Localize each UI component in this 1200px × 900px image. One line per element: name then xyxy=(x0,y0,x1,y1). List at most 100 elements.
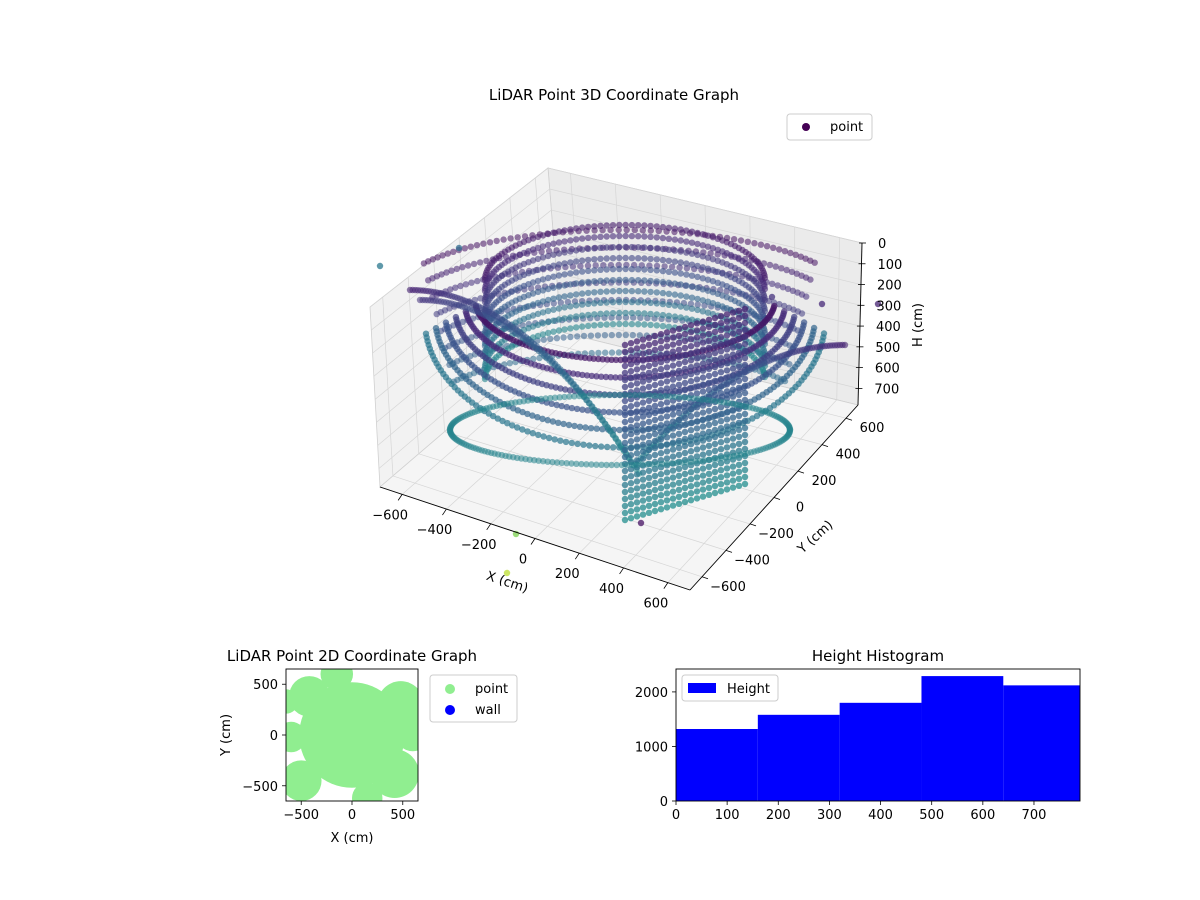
chart-3d-point xyxy=(683,304,690,311)
chart-3d-point xyxy=(757,241,765,248)
chart-3d-point xyxy=(593,373,600,380)
chart-3d-point xyxy=(645,418,653,425)
chart-3d-point xyxy=(529,246,537,253)
chart-3d-point xyxy=(434,254,441,261)
chart-2d-y-tick-label: −500 xyxy=(242,780,278,795)
chart-3d-point xyxy=(645,334,653,341)
chart-3d-point xyxy=(605,408,613,416)
chart-3d-point xyxy=(663,448,671,455)
chart-2d-x-label: X (cm) xyxy=(331,831,374,846)
chart-3d-point xyxy=(699,367,707,374)
chart-3d-point xyxy=(687,350,695,357)
chart-3d-point xyxy=(585,234,592,242)
chart-3d-point xyxy=(717,355,725,362)
chart-3d-point xyxy=(665,224,673,231)
chart-3d-point xyxy=(704,287,712,294)
chart-3d-point xyxy=(631,226,638,234)
chart-3d-point xyxy=(717,488,725,495)
chart-3d-point xyxy=(675,444,683,451)
chart-3d-point xyxy=(659,460,666,468)
chart-3d-point xyxy=(627,417,635,424)
chart-3d-point xyxy=(735,440,743,447)
chart-3d-point xyxy=(729,435,737,442)
chart-2d-point-cluster xyxy=(394,714,418,752)
chart-3d-point xyxy=(591,245,598,252)
chart-3d-point xyxy=(603,244,610,251)
chart-3d-point xyxy=(687,336,695,343)
chart-3d-x-tick xyxy=(442,508,447,516)
chart-3d-point xyxy=(633,461,641,468)
chart-3d-point xyxy=(705,358,713,365)
chart-3d-point xyxy=(671,313,679,320)
chart-3d-point xyxy=(591,392,598,399)
chart-3d-point xyxy=(578,460,585,468)
chart-3d-point xyxy=(729,393,737,400)
chart-3d-point xyxy=(579,257,586,264)
chart-3d-point xyxy=(604,443,611,451)
chart-3d-point xyxy=(694,301,701,308)
chart-3d-z-tick-label: 400 xyxy=(876,320,901,335)
chart-3d-gridline-z-back xyxy=(547,167,863,244)
chart-3d-point xyxy=(529,268,537,275)
chart-3d-point xyxy=(553,459,561,466)
chart-3d-point xyxy=(723,486,731,493)
chart-3d-point xyxy=(587,332,595,339)
chart-3d-point xyxy=(669,467,677,474)
chart-3d-point xyxy=(567,248,574,255)
chart-3d-point xyxy=(669,369,677,376)
chart-3d-point xyxy=(798,310,806,317)
chart-3d-point xyxy=(583,372,591,379)
chart-3d-point xyxy=(704,309,712,316)
chart-3d-point xyxy=(633,352,641,359)
chart-3d-point xyxy=(550,300,557,307)
chart-3d-gridline-z-back xyxy=(549,188,862,265)
chart-histogram-x-tick-label: 200 xyxy=(766,808,791,823)
chart-3d-point xyxy=(443,269,450,276)
chart-3d-point xyxy=(597,266,604,273)
chart-3d-point xyxy=(603,321,610,328)
chart-3d-point xyxy=(622,243,629,251)
chart-3d-point xyxy=(659,300,667,308)
chart-3d-point xyxy=(561,293,568,300)
chart-3d-point xyxy=(669,418,677,425)
chart-3d-point xyxy=(681,442,689,450)
chart-3d-point xyxy=(447,286,454,293)
chart-3d-point xyxy=(709,300,717,307)
chart-3d-point xyxy=(622,331,629,339)
chart-3d-point xyxy=(653,311,660,318)
chart-3d-point xyxy=(681,407,689,415)
chart-3d-point xyxy=(635,266,642,273)
chart-3d-point xyxy=(621,397,629,405)
chart-3d-point xyxy=(653,278,660,285)
chart-3d-point xyxy=(699,388,707,395)
chart-3d-point xyxy=(562,438,570,446)
chart-3d-point xyxy=(645,397,653,404)
chart-3d-point xyxy=(627,480,635,487)
chart-3d-point xyxy=(723,311,731,318)
chart-3d-point xyxy=(647,321,654,329)
chart-3d-point xyxy=(592,262,599,269)
chart-3d-point xyxy=(663,434,671,441)
chart-3d-point xyxy=(645,376,653,383)
chart-3d-point xyxy=(717,460,725,467)
chart-3d-point xyxy=(688,250,696,257)
chart-3d-point xyxy=(504,420,511,427)
chart-3d-x-tick xyxy=(663,582,669,589)
chart-3d-point xyxy=(598,373,605,380)
chart-3d-point xyxy=(675,367,683,374)
chart-3d-point xyxy=(694,295,701,303)
chart-3d-point xyxy=(573,236,580,243)
chart-3d-point xyxy=(633,506,641,513)
chart-3d-point xyxy=(681,365,689,373)
chart-3d-point xyxy=(627,494,635,501)
chart-3d-point xyxy=(539,320,547,327)
chart-3d-point xyxy=(635,321,642,328)
chart-histogram-bar xyxy=(757,714,840,801)
chart-3d-point xyxy=(651,353,659,361)
chart-3d-point xyxy=(615,226,622,234)
chart-3d-point xyxy=(681,358,689,366)
chart-3d-point xyxy=(677,314,684,321)
chart-3d-point xyxy=(609,299,617,306)
chart-3d-point xyxy=(608,331,615,339)
chart-3d-point xyxy=(768,293,776,301)
